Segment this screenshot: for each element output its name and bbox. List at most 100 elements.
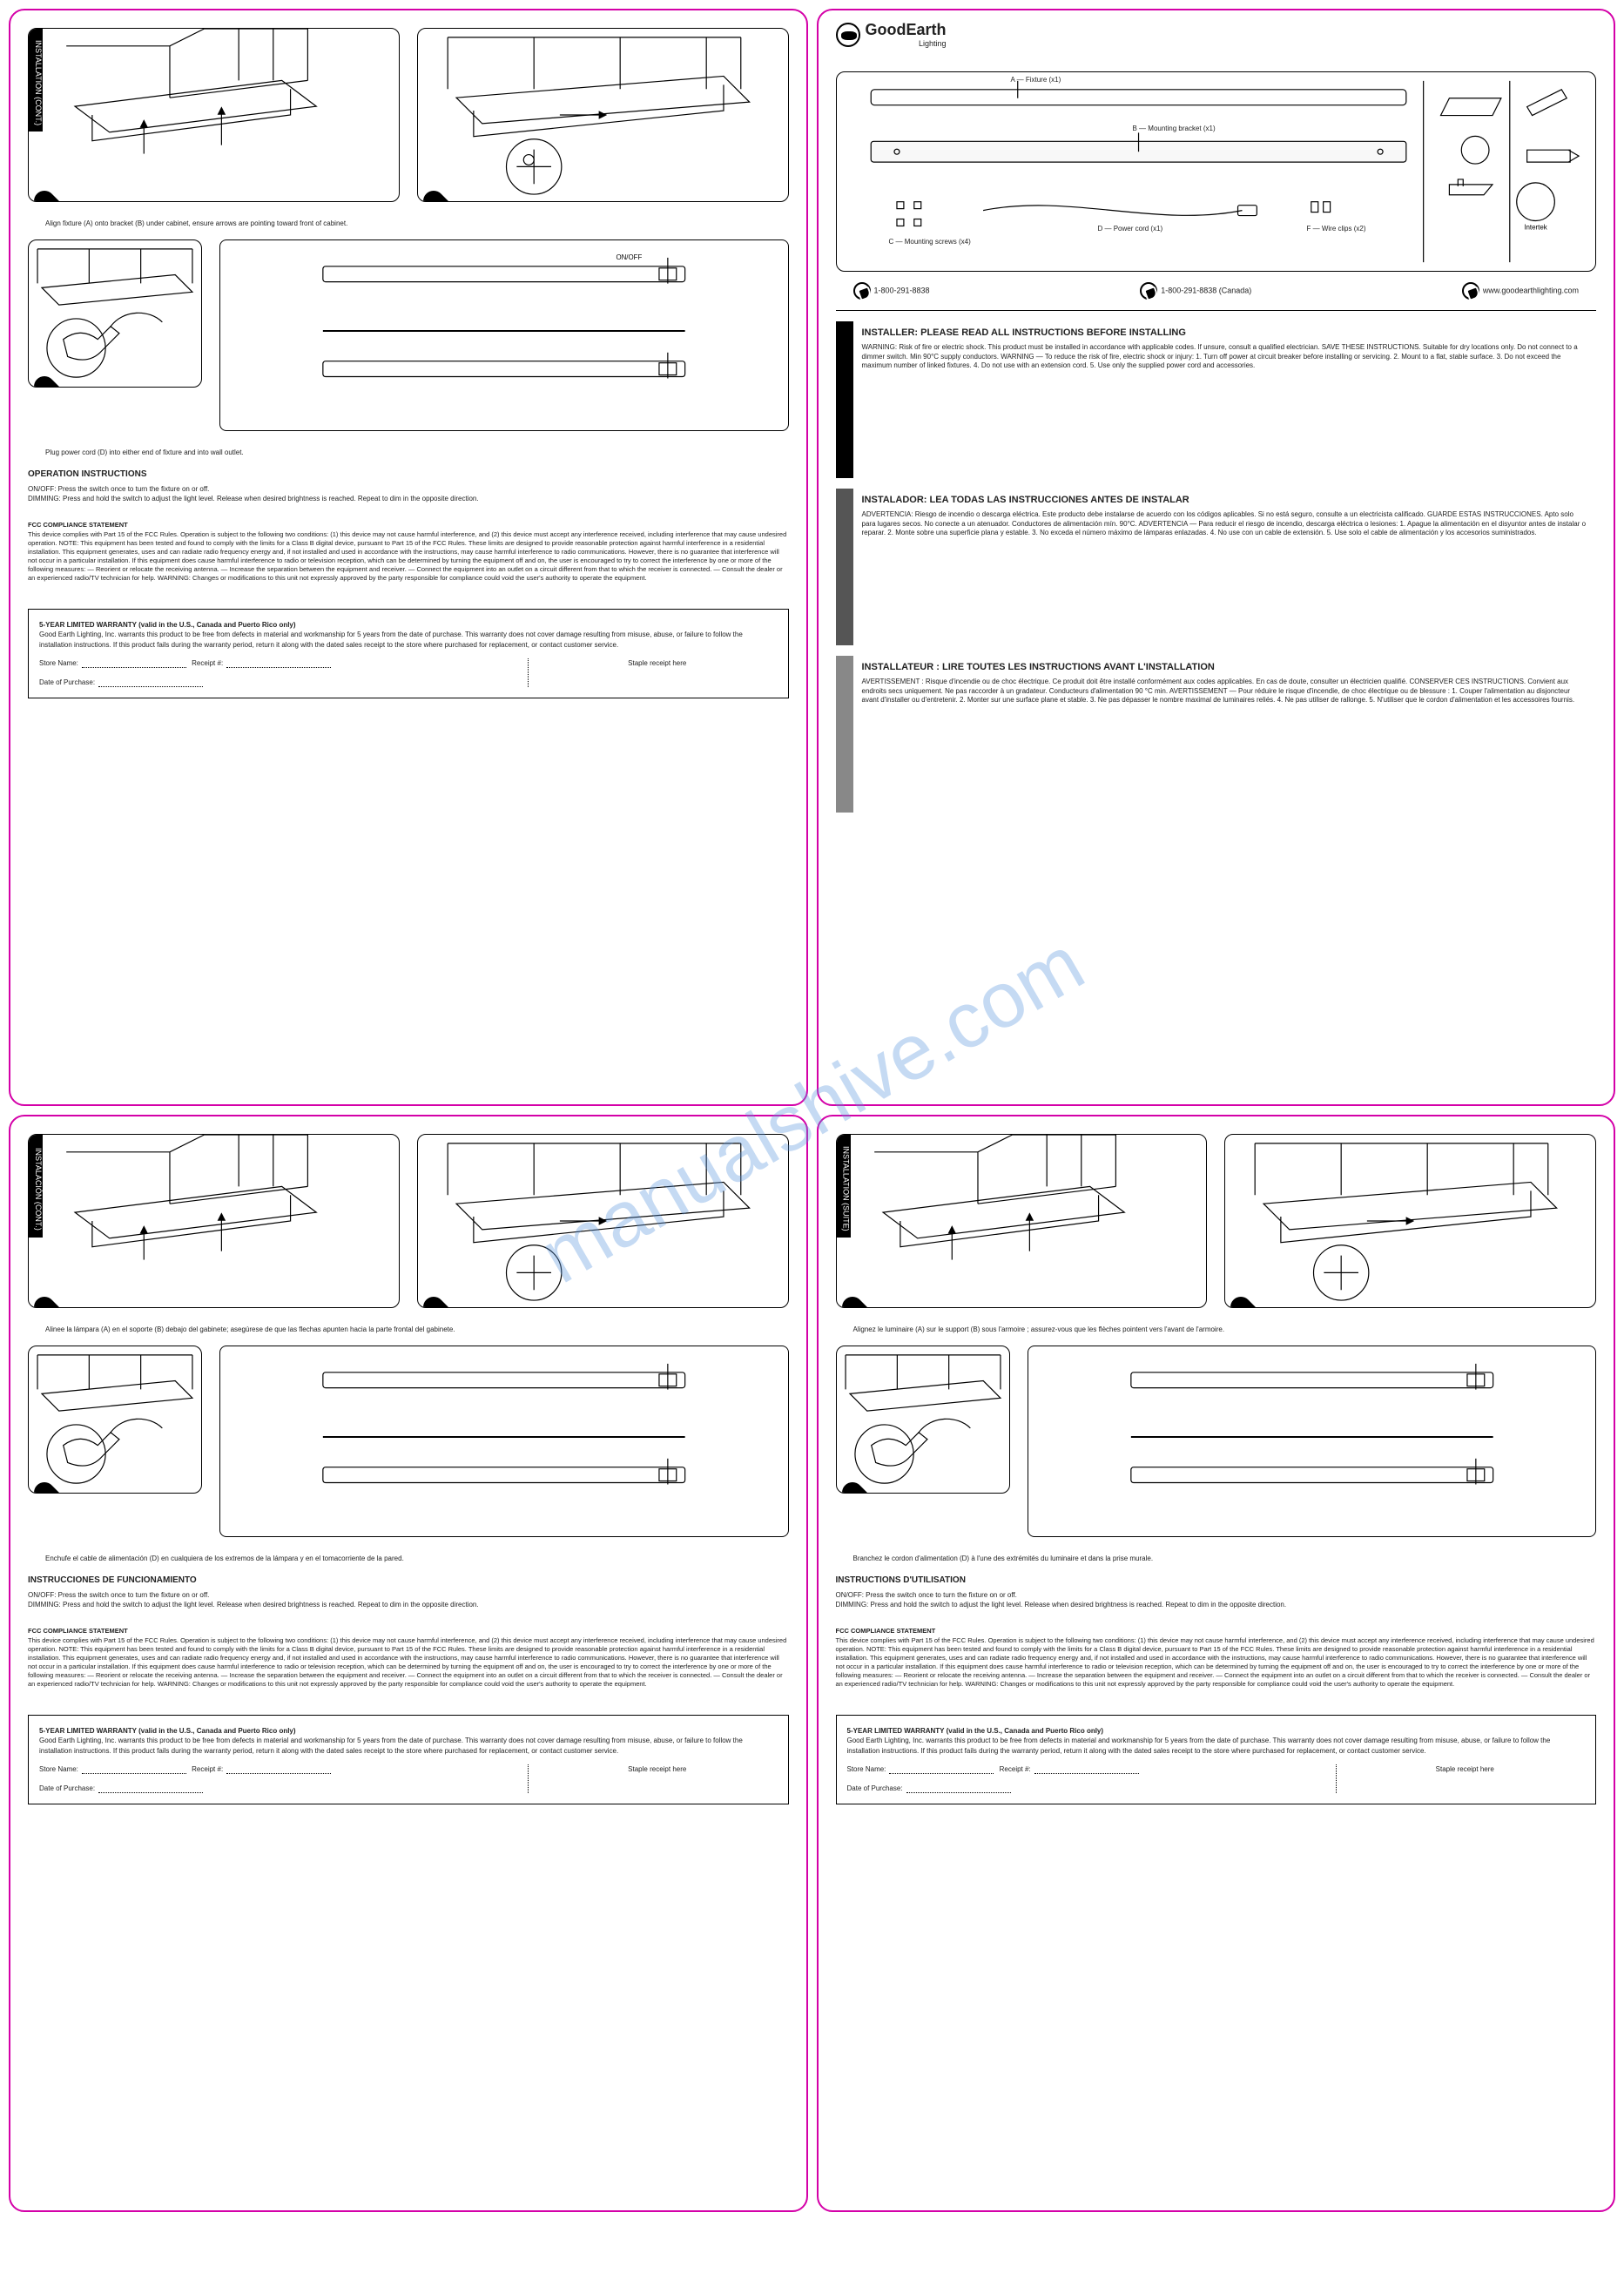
panel-install-fr: INSTALLATION (SUITE) 3 4 Alignez le lumi… [817, 1115, 1616, 2212]
warn-tab [836, 656, 853, 813]
op-dim: DIMMING: Press and hold the switch to ad… [28, 1600, 789, 1609]
globe-icon [836, 23, 860, 47]
fcc-title: FCC COMPLIANCE STATEMENT [836, 1627, 936, 1635]
switch-svg: ON/OFF [229, 249, 779, 422]
warranty-title: 5-YEAR LIMITED WARRANTY (valid in the U.… [847, 1727, 1104, 1735]
panel-install-en: INSTALLATION (CONT.) 3 [9, 9, 808, 1106]
fcc-title: FCC COMPLIANCE STATEMENT [28, 521, 128, 529]
warn-title-en: INSTALLER: PLEASE READ ALL INSTRUCTIONS … [862, 327, 1588, 340]
warning-fr: INSTALLATEUR : LIRE TOUTES LES INSTRUCTI… [836, 656, 1597, 813]
step4-diagram: 4 [1224, 1134, 1596, 1308]
contact-row: 1-800-291-8838 1-800-291-8838 (Canada) w… [836, 282, 1597, 300]
brand-sub: Lighting [866, 39, 947, 48]
part-A: A — Fixture (x1) [1011, 76, 1061, 84]
step-tab: INSTALLATION (SUITE) [836, 1134, 851, 1238]
field-date: Date of Purchase: [847, 1784, 903, 1792]
field-receipt: Receipt #: [192, 659, 223, 667]
fcc-body: This device complies with Part 15 of the… [836, 1636, 1594, 1689]
step3-caption: Alinee la lámpara (A) en el soporte (B) … [45, 1325, 789, 1333]
step5-caption: Plug power cord (D) into either end of f… [45, 449, 789, 456]
svg-text:Intertek: Intertek [1524, 223, 1547, 231]
warn-tab [836, 489, 853, 645]
fcc-title: FCC COMPLIANCE STATEMENT [28, 1627, 128, 1635]
op-dim: DIMMING: Press and hold the switch to ad… [836, 1600, 1597, 1609]
op-onoff: ON/OFF: Press the switch once to turn th… [28, 1590, 789, 1600]
warranty-title: 5-YEAR LIMITED WARRANTY (valid in the U.… [39, 1727, 296, 1735]
warn-tab [836, 321, 853, 478]
part-B: B — Mounting bracket (x1) [1133, 125, 1216, 132]
operation-title: INSTRUCTIONS D'UTILISATION [836, 1575, 1597, 1587]
field-store: Store Name: [39, 659, 78, 667]
cabinet-svg-3 [44, 29, 399, 201]
warn-title-es: INSTALADOR: LEA TODAS LAS INSTRUCCIONES … [862, 494, 1588, 507]
field-date: Date of Purchase: [39, 678, 95, 686]
step3-caption: Align fixture (A) onto bracket (B) under… [45, 219, 789, 227]
warn-title-fr: INSTALLATEUR : LIRE TOUTES LES INSTRUCTI… [862, 661, 1588, 674]
contact-phone: 1-800-291-8838 [874, 286, 930, 294]
step5-diagram: 5 [28, 1346, 202, 1494]
phone-icon [1462, 282, 1479, 300]
brand-name: GoodEarth [866, 21, 947, 38]
field-store: Store Name: [39, 1765, 78, 1773]
step3-caption: Alignez le luminaire (A) sur le support … [853, 1325, 1597, 1333]
part-D: D — Power cord (x1) [1098, 225, 1163, 233]
warn-body-es: ADVERTENCIA: Riesgo de incendio o descar… [862, 510, 1588, 538]
fcc-section: FCC COMPLIANCE STATEMENT This device com… [28, 521, 789, 583]
step-tab: INSTALACIÓN (CONT.) [28, 1134, 43, 1238]
switch-label: ON/OFF [616, 253, 642, 261]
contact-web: www.goodearthlighting.com [1483, 286, 1579, 294]
warn-body-en: WARNING: Risk of fire or electric shock.… [862, 343, 1588, 371]
phone-icon [853, 282, 871, 300]
field-date: Date of Purchase: [39, 1784, 95, 1792]
step3-diagram: INSTALACIÓN (CONT.) 3 [28, 1134, 400, 1308]
divider [836, 310, 1597, 311]
operation-section-en: OPERATION INSTRUCTIONS ON/OFF: Press the… [28, 469, 789, 503]
field-receipt: Receipt #: [192, 1765, 223, 1773]
op-onoff: ON/OFF: Press the switch once to turn th… [836, 1590, 1597, 1600]
warranty-title: 5-YEAR LIMITED WARRANTY (valid in the U.… [39, 621, 296, 629]
warning-es: INSTALADOR: LEA TODAS LAS INSTRUCCIONES … [836, 489, 1597, 645]
field-store: Store Name: [847, 1765, 886, 1773]
step5-diagram: 5 [28, 239, 202, 388]
warranty-body: Good Earth Lighting, Inc. warrants this … [39, 631, 743, 648]
step3-diagram: INSTALLATION (SUITE) 3 [836, 1134, 1208, 1308]
step3-diagram: INSTALLATION (CONT.) 3 [28, 28, 400, 202]
warranty-box: 5-YEAR LIMITED WARRANTY (valid in the U.… [28, 1715, 789, 1804]
brand-logo: GoodEarthLighting [836, 21, 947, 48]
fcc-body: This device complies with Part 15 of the… [28, 530, 786, 583]
staple-area: Staple receipt here [529, 658, 778, 688]
switch-diagram: ON/OFF [219, 239, 789, 431]
phone-icon [1140, 282, 1157, 300]
panel-cover: GoodEarthLighting [817, 9, 1616, 1106]
switch-diagram [1028, 1346, 1597, 1537]
warn-body-fr: AVERTISSEMENT : Risque d'incendie ou de … [862, 678, 1588, 705]
step4-diagram: 4 [417, 1134, 789, 1308]
operation-title: INSTRUCCIONES DE FUNCIONAMIENTO [28, 1575, 789, 1587]
page-grid: INSTALLATION (CONT.) 3 [0, 0, 1624, 2221]
warranty-body: Good Earth Lighting, Inc. warrants this … [847, 1737, 1551, 1754]
part-C: C — Mounting screws (x4) [889, 238, 971, 246]
step4-diagram: 4 [417, 28, 789, 202]
panel-install-es: INSTALACIÓN (CONT.) 3 4 Alinee la lámpar… [9, 1115, 808, 2212]
op-dim: DIMMING: Press and hold the switch to ad… [28, 494, 789, 503]
staple-area: Staple receipt here [529, 1764, 778, 1794]
step5-caption: Branchez le cordon d'alimentation (D) à … [853, 1555, 1597, 1562]
switch-diagram [219, 1346, 789, 1537]
staple-area: Staple receipt here [1337, 1764, 1586, 1794]
operation-title: OPERATION INSTRUCTIONS [28, 469, 789, 481]
warranty-box: 5-YEAR LIMITED WARRANTY (valid in the U.… [836, 1715, 1597, 1804]
step-tab: INSTALLATION (CONT.) [28, 28, 43, 132]
parts-box: Intertek A — Fixture (x1) B — Mounting b… [836, 71, 1597, 272]
warning-en: INSTALLER: PLEASE READ ALL INSTRUCTIONS … [836, 321, 1597, 478]
warranty-body: Good Earth Lighting, Inc. warrants this … [39, 1737, 743, 1754]
fcc-body: This device complies with Part 15 of the… [28, 1636, 786, 1689]
cabinet-svg-4 [418, 29, 788, 201]
warranty-box: 5-YEAR LIMITED WARRANTY (valid in the U.… [28, 609, 789, 698]
step5-caption: Enchufe el cable de alimentación (D) en … [45, 1555, 789, 1562]
plug-svg [29, 240, 201, 387]
step5-diagram: 5 [836, 1346, 1010, 1494]
field-receipt: Receipt #: [1000, 1765, 1031, 1773]
part-F: F — Wire clips (x2) [1307, 225, 1366, 233]
op-onoff: ON/OFF: Press the switch once to turn th… [28, 484, 789, 494]
contact-canada: 1-800-291-8838 (Canada) [1161, 286, 1251, 294]
